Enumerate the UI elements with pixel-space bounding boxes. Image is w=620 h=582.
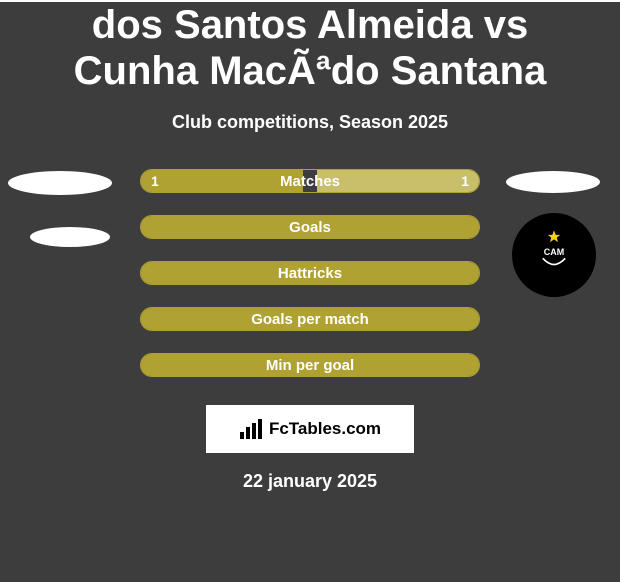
comparison-card: dos Santos Almeida vs Cunha MacÃªdo Sant… [0,2,620,582]
stat-value-right: 1 [461,173,469,189]
stat-value-left: 1 [151,173,159,189]
stat-bars: 1 Matches 1 Goals Hattricks Goals per ma… [140,169,480,399]
brand-text: FcTables.com [269,419,381,439]
svg-text:CAM: CAM [544,247,564,257]
club-badge: CAM [512,213,596,297]
player-left-avatar-1 [8,171,112,195]
stat-bar-goals: Goals [140,215,480,239]
brand-bars-icon [239,418,263,440]
stat-label: Goals per match [251,311,369,328]
stat-label: Hattricks [278,265,342,282]
stat-bar-matches: 1 Matches 1 [140,169,480,193]
stats-area: CAM 1 Matches 1 Goals Hattricks [0,171,620,391]
brand-box: FcTables.com [206,405,414,453]
player-right-avatar-1 [506,171,600,193]
stat-bar-goals-per-match: Goals per match [140,307,480,331]
date-text: 22 january 2025 [0,471,620,492]
stat-label: Goals [289,219,331,236]
club-badge-icon: CAM [526,227,582,283]
stat-label: Matches [280,173,340,190]
player-left-avatar-2 [30,227,110,247]
page-subtitle: Club competitions, Season 2025 [0,112,620,133]
stat-bar-min-per-goal: Min per goal [140,353,480,377]
stat-bar-hattricks: Hattricks [140,261,480,285]
page-title: dos Santos Almeida vs Cunha MacÃªdo Sant… [0,2,620,94]
stat-label: Min per goal [266,357,354,374]
